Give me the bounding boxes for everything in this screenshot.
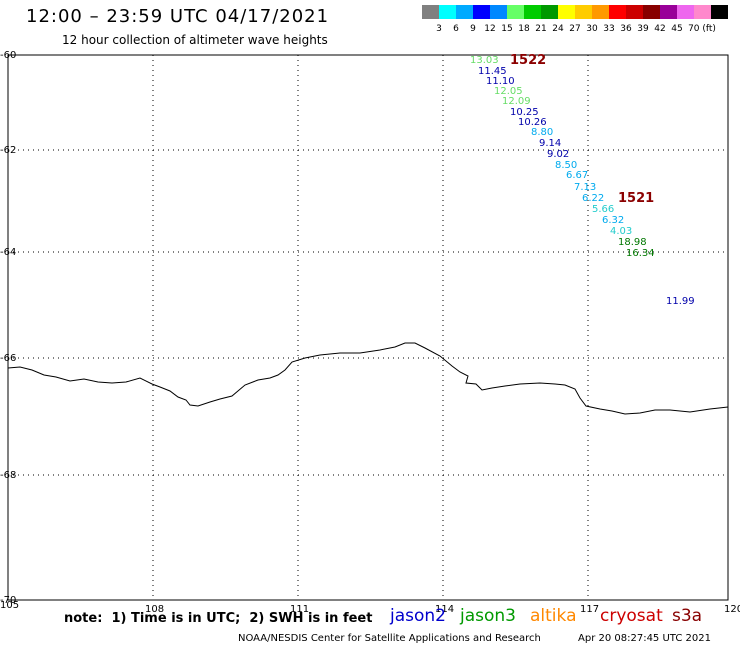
swh-measurement: 12.09 xyxy=(502,96,531,107)
color-swatch xyxy=(507,5,524,19)
lon-label: 120 xyxy=(724,604,740,615)
swh-measurement: 11.99 xyxy=(666,296,695,307)
lat-label: -66 xyxy=(0,353,17,364)
color-scale-tick-label: 6 xyxy=(453,24,459,34)
color-scale-tick-label: 70 (ft) xyxy=(688,24,716,34)
swh-measurement: 18.98 xyxy=(618,237,647,248)
color-swatch xyxy=(575,5,592,19)
swh-measurement: 6.67 xyxy=(566,170,589,181)
color-swatch xyxy=(439,5,456,19)
footnote: note: 1) Time is in UTC; 2) SWH is in fe… xyxy=(64,611,373,626)
track-id-label: 1521 xyxy=(618,191,655,206)
color-scale-tick-label: 42 xyxy=(654,24,665,34)
color-swatch xyxy=(524,5,541,19)
plot-frame xyxy=(7,54,729,601)
color-scale-legend: 3 6 9 12 15 18 21 24 27 30 33 36 39 42 45 70 (ft) xyxy=(422,5,728,34)
color-scale-tick-label: 27 xyxy=(569,24,580,34)
swh-measurement: 8.50 xyxy=(555,160,578,171)
lat-label: -70 xyxy=(0,595,17,606)
color-scale-tick-label: 33 xyxy=(603,24,614,34)
swh-measurement: 10.26 xyxy=(518,117,547,128)
lat-label: -62 xyxy=(0,145,17,156)
color-swatch xyxy=(643,5,660,19)
color-swatch xyxy=(456,5,473,19)
lat-label: -68 xyxy=(0,470,17,481)
color-swatch xyxy=(711,5,728,19)
satellite-label: altika xyxy=(530,606,577,626)
color-scale-tick-label: 45 xyxy=(671,24,682,34)
color-swatch xyxy=(660,5,677,19)
lat-label: -60 xyxy=(0,50,17,61)
color-scale-tick-label: 21 xyxy=(535,24,546,34)
chart-title: 12:00 – 23:59 UTC 04/17/2021 xyxy=(26,6,330,27)
color-swatch xyxy=(490,5,507,19)
color-swatch xyxy=(677,5,694,19)
color-scale-tick-label: 30 xyxy=(586,24,598,34)
swh-measurement: 16.34 xyxy=(626,248,655,259)
lon-label: 111 xyxy=(290,604,310,615)
lat-label: -64 xyxy=(0,247,17,258)
swh-measurement: 10.25 xyxy=(510,107,539,118)
swh-measurement: 6.22 xyxy=(582,193,605,204)
lon-label: 114 xyxy=(435,604,455,615)
color-scale-tick-label: 12 xyxy=(484,24,495,34)
swh-measurement: 13.03 xyxy=(470,55,499,66)
color-scale-tick-label: 36 xyxy=(620,24,632,34)
color-swatch xyxy=(558,5,575,19)
swh-measurement: 5.66 xyxy=(592,204,615,215)
swh-measurement: 9.02 xyxy=(547,149,570,160)
color-scale-tick-label: 9 xyxy=(470,24,476,34)
swh-measurement: 7.13 xyxy=(574,182,597,193)
swh-measurement: 8.80 xyxy=(531,127,554,138)
color-swatch xyxy=(473,5,490,19)
lon-label: 105 xyxy=(0,600,20,611)
swh-measurement: 6.32 xyxy=(602,215,625,226)
antarctic-coastline xyxy=(7,342,729,415)
swh-measurement: 11.45 xyxy=(478,66,507,77)
swh-measurement: 9.14 xyxy=(539,138,562,149)
swh-measurement: 4.03 xyxy=(610,226,633,237)
swh-measurement: 11.10 xyxy=(486,76,515,87)
color-scale-tick-label: 24 xyxy=(552,24,564,34)
satellite-label: jason3 xyxy=(460,606,516,626)
satellite-label: cryosat xyxy=(600,606,663,626)
color-swatch xyxy=(541,5,558,19)
swh-measurement: 12.05 xyxy=(494,86,523,97)
generated-timestamp: Apr 20 08:27:45 UTC 2021 xyxy=(578,633,711,644)
color-scale-tick-label: 39 xyxy=(637,24,649,34)
satellite-label: jason2 xyxy=(390,606,446,626)
color-scale-tick-label: 18 xyxy=(518,24,530,34)
credit-line: NOAA/NESDIS Center for Satellite Applica… xyxy=(238,633,541,644)
color-scale-tick-label: 15 xyxy=(501,24,512,34)
color-swatch xyxy=(626,5,643,19)
satellite-label: s3a xyxy=(672,606,703,626)
color-swatch xyxy=(422,5,439,19)
grid-lines xyxy=(8,55,728,600)
color-swatch xyxy=(609,5,626,19)
track-id-label: 1522 xyxy=(510,53,547,68)
lon-label: 108 xyxy=(145,604,165,615)
color-scale-tick-label: 3 xyxy=(436,24,442,34)
chart-subtitle: 12 hour collection of altimeter wave hei… xyxy=(62,33,328,47)
color-swatch xyxy=(592,5,609,19)
color-swatch xyxy=(694,5,711,19)
lon-label: 117 xyxy=(580,604,600,615)
